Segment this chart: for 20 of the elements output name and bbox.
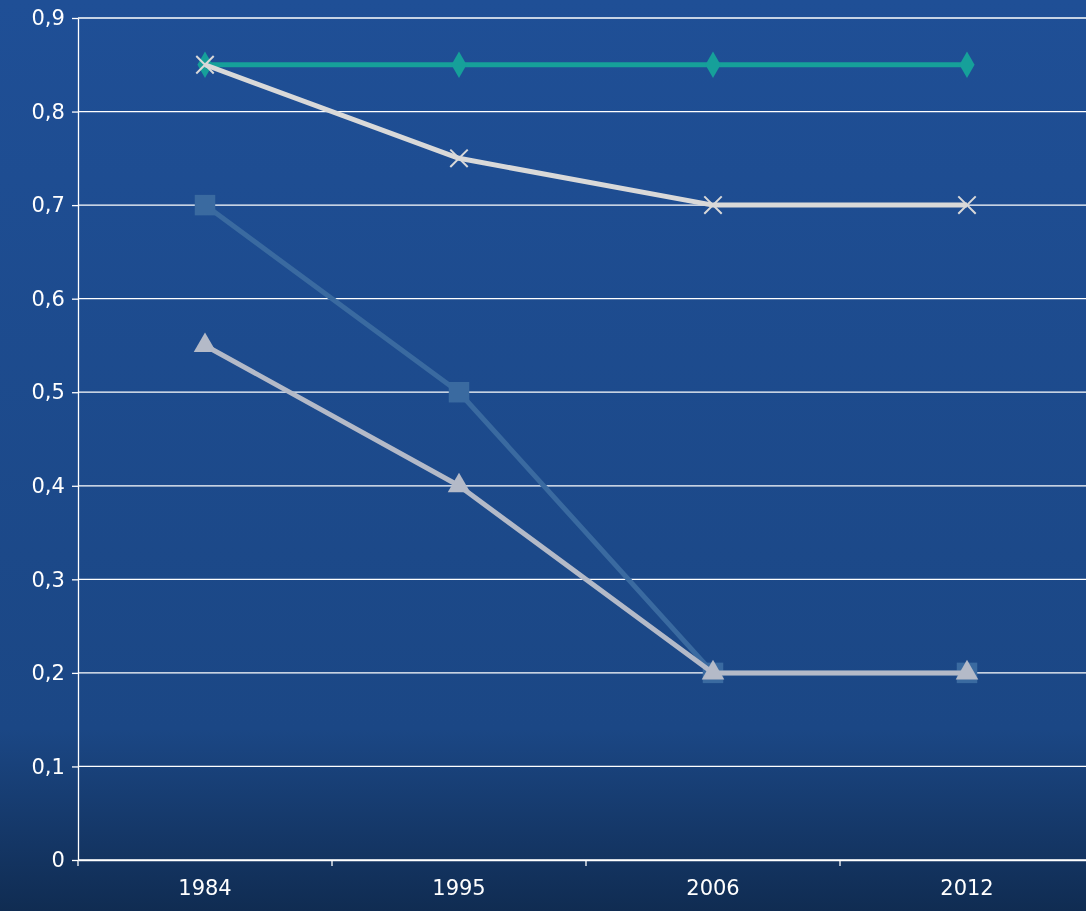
y-tick-label: 0,3 — [31, 567, 65, 592]
point — [703, 195, 723, 215]
point — [448, 381, 470, 403]
point — [957, 195, 977, 215]
y-tick-label: 0,8 — [31, 99, 65, 124]
y-tick-label: 0,1 — [31, 754, 65, 779]
y-tick-label: 0,4 — [31, 474, 65, 498]
x-tick-label: 1995 — [432, 875, 486, 900]
point — [195, 55, 215, 75]
x-tick-label: 1984 — [178, 875, 232, 900]
y-tick-label: 0,6 — [31, 286, 65, 311]
x-tick-label: 2006 — [686, 875, 740, 900]
y-tick-label: 0,7 — [31, 193, 65, 218]
y-tick-label: 0 — [51, 848, 65, 873]
y-tick-label: 0,9 — [31, 6, 65, 31]
y-tick-label: 0,2 — [31, 661, 65, 686]
x-tick-label: 2012 — [940, 875, 994, 900]
point — [449, 148, 469, 169]
point — [194, 194, 216, 216]
y-tick-label: 0,5 — [31, 380, 65, 405]
